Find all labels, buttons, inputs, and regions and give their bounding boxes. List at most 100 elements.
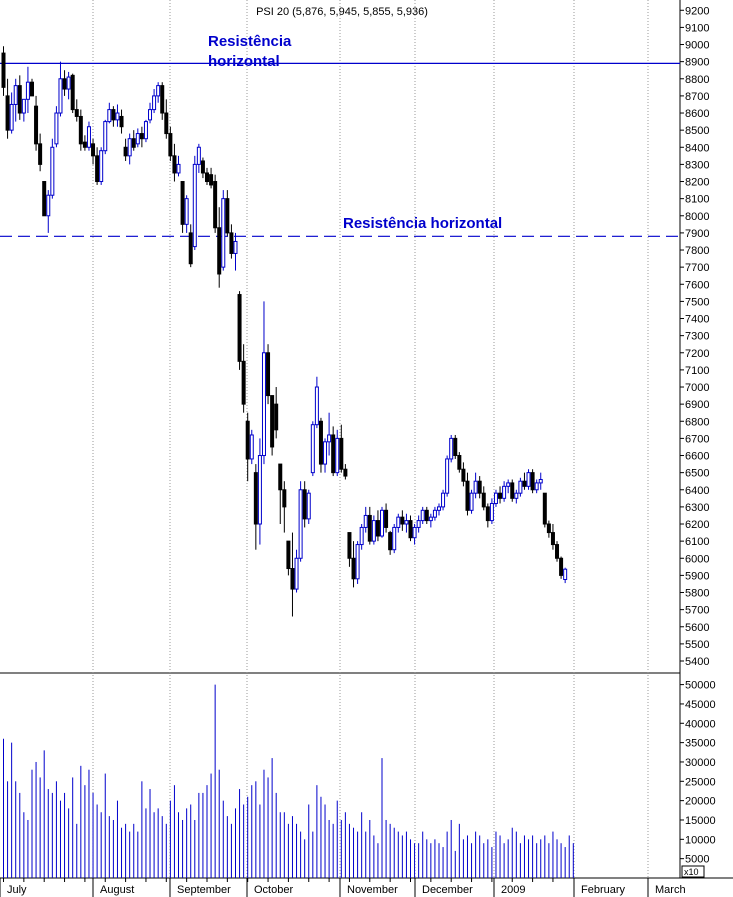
candle-body <box>70 74 75 111</box>
price-tick-label: 7800 <box>685 245 709 257</box>
candle-body <box>66 76 71 90</box>
candle-body <box>522 480 527 487</box>
candle-body <box>498 492 503 499</box>
candle-body <box>302 489 307 520</box>
candle-body <box>428 516 433 522</box>
x10-note: x10 <box>684 867 699 877</box>
chart-title: PSI 20 (5,876, 5,945, 5,855, 5,936) <box>256 6 428 18</box>
candle <box>384 503 389 533</box>
candle-body <box>74 109 79 117</box>
price-tick-label: 6200 <box>685 519 709 531</box>
candle-body <box>363 514 368 528</box>
price-tick-label: 6700 <box>685 433 709 445</box>
candle-body <box>502 485 507 499</box>
annotation-resistance-top-line2: horizontal <box>208 53 280 70</box>
candle <box>135 128 140 148</box>
candle-body <box>485 506 490 522</box>
price-tick-label: 7900 <box>685 228 709 240</box>
candle <box>86 121 91 151</box>
candle-body <box>156 85 161 97</box>
candle <box>25 66 30 114</box>
candle <box>339 424 344 473</box>
candle <box>225 190 230 237</box>
candle-body <box>445 458 450 494</box>
candle-body <box>270 395 275 448</box>
candle <box>209 167 214 189</box>
month-label: August <box>100 884 134 896</box>
time-axis: July August September October November Decemb… <box>0 878 686 897</box>
candle <box>143 119 148 143</box>
price-tick-label: 8100 <box>685 194 709 206</box>
candle-body <box>192 163 197 248</box>
candle <box>465 472 470 516</box>
candle-body <box>152 95 157 111</box>
candle-body <box>25 81 30 100</box>
candle-body <box>457 455 462 470</box>
candle <box>473 472 478 499</box>
candle <box>217 207 222 288</box>
price-tick-label: 5800 <box>685 588 709 600</box>
candle <box>424 506 429 525</box>
candle <box>245 412 250 482</box>
candle-body <box>180 181 185 225</box>
candle <box>485 503 490 528</box>
candle <box>66 71 71 100</box>
candle-body <box>416 520 421 528</box>
price-tick-label: 6600 <box>685 451 709 463</box>
candle-body <box>95 155 100 183</box>
candle <box>29 78 34 97</box>
candle-body <box>351 557 356 580</box>
candle <box>314 376 319 429</box>
candle-body <box>160 85 165 114</box>
candle <box>266 344 271 405</box>
candle <box>351 541 356 588</box>
candle-body <box>13 85 18 105</box>
candle <box>555 541 560 562</box>
price-tick-label: 8800 <box>685 74 709 86</box>
candle-body <box>34 105 39 145</box>
candle <box>428 513 433 528</box>
candle <box>327 412 332 456</box>
candle-body <box>473 480 478 494</box>
candle-body <box>375 520 380 537</box>
price-tick-label: 5900 <box>685 570 709 582</box>
candle-body <box>310 424 315 474</box>
volume-tick-label: 25000 <box>685 776 716 788</box>
candle-body <box>327 434 332 443</box>
candle <box>46 190 51 233</box>
candle-body <box>384 509 389 528</box>
candle <box>131 130 136 151</box>
candle-body <box>343 468 348 477</box>
candle-body <box>534 482 539 491</box>
candle <box>481 486 486 511</box>
candle <box>420 506 425 525</box>
price-tick-label: 5400 <box>685 656 709 668</box>
candle <box>294 549 299 593</box>
candle <box>445 455 450 497</box>
price-tick-label: 8900 <box>685 57 709 69</box>
candle <box>388 530 393 555</box>
candle <box>510 479 515 502</box>
candle <box>323 438 328 473</box>
candle-body <box>54 112 59 145</box>
candle-body <box>380 509 385 537</box>
candle <box>188 224 193 268</box>
candle <box>550 524 555 550</box>
candle-body <box>518 480 523 494</box>
candle <box>310 421 315 477</box>
candle <box>70 73 75 114</box>
x10-note-box <box>681 865 705 878</box>
candle <box>363 506 368 533</box>
candle <box>522 472 527 490</box>
candle <box>156 82 161 103</box>
candle <box>200 157 205 179</box>
candle-body <box>213 181 218 229</box>
candle <box>380 506 385 538</box>
candle-body <box>172 155 177 174</box>
candle <box>9 92 14 134</box>
candle <box>168 126 173 161</box>
volume-tick-label: 35000 <box>685 738 716 750</box>
price-tick-label: 8200 <box>685 177 709 189</box>
candle-body <box>286 540 291 570</box>
